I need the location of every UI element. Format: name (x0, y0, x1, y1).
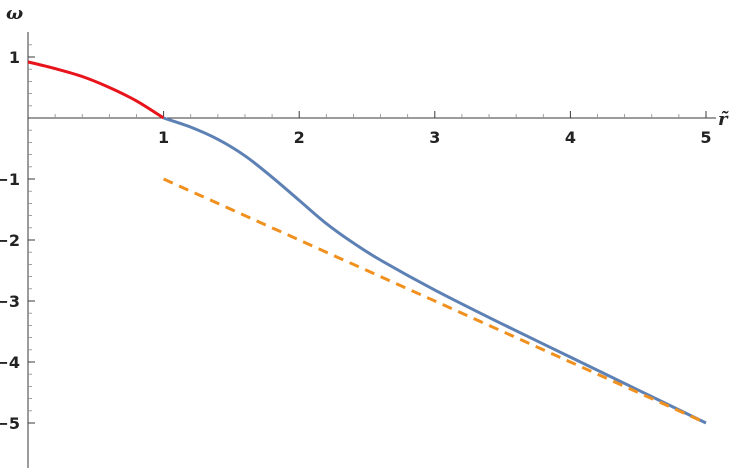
y-tick-label: 1 (9, 48, 20, 67)
x-tick-label: 2 (294, 128, 305, 147)
x-tick-label: 5 (700, 128, 711, 147)
y-tick-label: −5 (0, 414, 20, 433)
tick-labels: 1 2 3 4 5 1 −1 −2 −3 −4 −5 ω r̃ (0, 3, 729, 433)
blue-curve-series (163, 116, 707, 425)
y-axis-label: ω (6, 3, 23, 24)
orange-dashed-asymptote-series (162, 177, 707, 425)
x-tick-label: 4 (565, 128, 576, 147)
y-tick-label: −2 (0, 231, 20, 250)
red-curve-series (27, 60, 165, 120)
x-axis-label: r̃ (718, 109, 729, 130)
series-layer (27, 60, 707, 425)
axes (27, 32, 716, 468)
x-tick-label: 1 (158, 128, 169, 147)
y-tick-label: −1 (0, 170, 20, 189)
x-tick-label: 3 (429, 128, 440, 147)
y-tick-label: −4 (0, 353, 20, 372)
y-tick-label: −3 (0, 292, 20, 311)
